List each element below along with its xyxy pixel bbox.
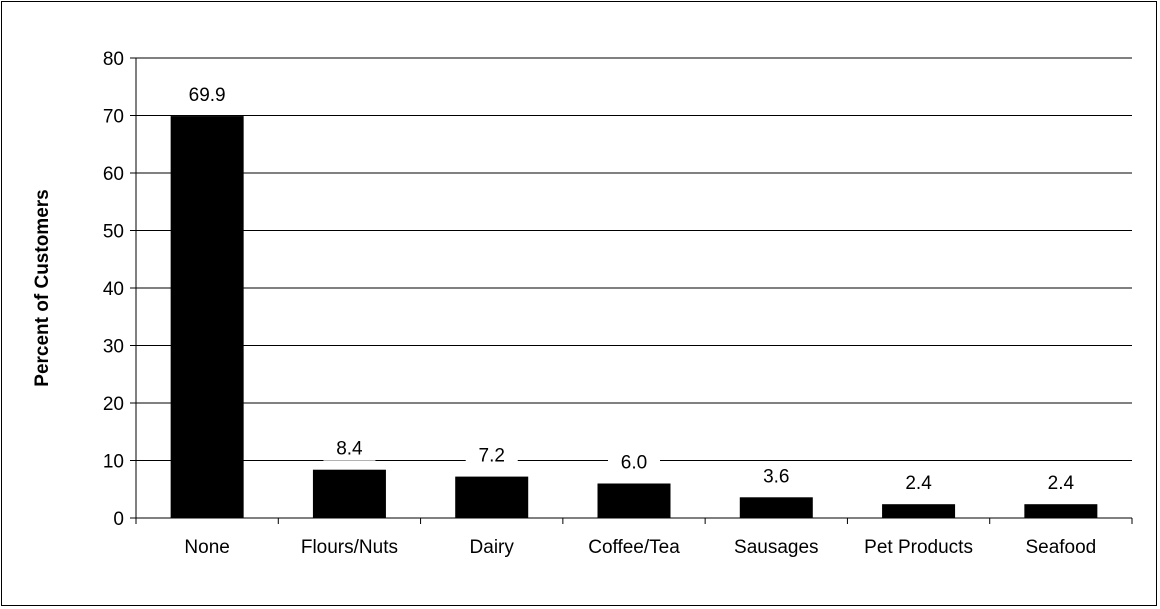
data-label: 69.9 <box>189 85 226 106</box>
y-tick-label: 20 <box>103 394 124 415</box>
y-tick-label: 40 <box>103 279 124 300</box>
data-label: 7.2 <box>479 446 505 467</box>
y-tick-label: 10 <box>103 452 124 473</box>
data-label-background <box>323 436 376 461</box>
y-tick-label: 50 <box>103 222 124 243</box>
y-tick-label: 0 <box>113 509 124 530</box>
axes <box>130 57 1133 524</box>
x-category-label: None <box>184 537 229 558</box>
bar-sausages <box>739 497 813 518</box>
bar-pet-products <box>882 504 956 518</box>
bar-flours-nuts <box>312 469 386 518</box>
data-label-background <box>1034 471 1087 496</box>
y-tick-label: 60 <box>103 164 124 185</box>
gridlines <box>136 57 1132 461</box>
y-axis-title: Percent of Customers <box>32 189 53 386</box>
data-label: 6.0 <box>621 453 647 474</box>
bar-dairy <box>455 476 529 518</box>
x-category-label: Pet Products <box>864 537 973 558</box>
bar-none <box>170 116 244 518</box>
data-label: 3.6 <box>763 466 789 487</box>
data-label: 8.4 <box>336 439 363 460</box>
y-tick-label: 70 <box>103 107 124 128</box>
x-category-label: Coffee/Tea <box>588 537 680 558</box>
x-category-label: Dairy <box>470 537 515 558</box>
y-tick-label: 30 <box>103 337 124 358</box>
x-category-label: Sausages <box>734 537 819 558</box>
bar-seafood <box>1024 504 1098 518</box>
data-label-background <box>750 464 803 489</box>
x-category-label: Flours/Nuts <box>301 537 398 558</box>
data-label: 2.4 <box>1048 473 1075 494</box>
y-tick-label: 80 <box>103 49 124 70</box>
labels: 0 10 20 30 40 50 60 70 80 69.9 None 8.4 Flours/Nuts 7… <box>103 49 1096 558</box>
data-label-background <box>892 471 945 496</box>
bars <box>170 116 1098 518</box>
bar-coffee-tea <box>597 483 671 518</box>
data-label-background <box>181 83 234 108</box>
data-label: 2.4 <box>905 473 932 494</box>
data-label-background <box>608 450 660 475</box>
data-label-background <box>465 443 518 468</box>
x-category-label: Seafood <box>1025 537 1096 558</box>
